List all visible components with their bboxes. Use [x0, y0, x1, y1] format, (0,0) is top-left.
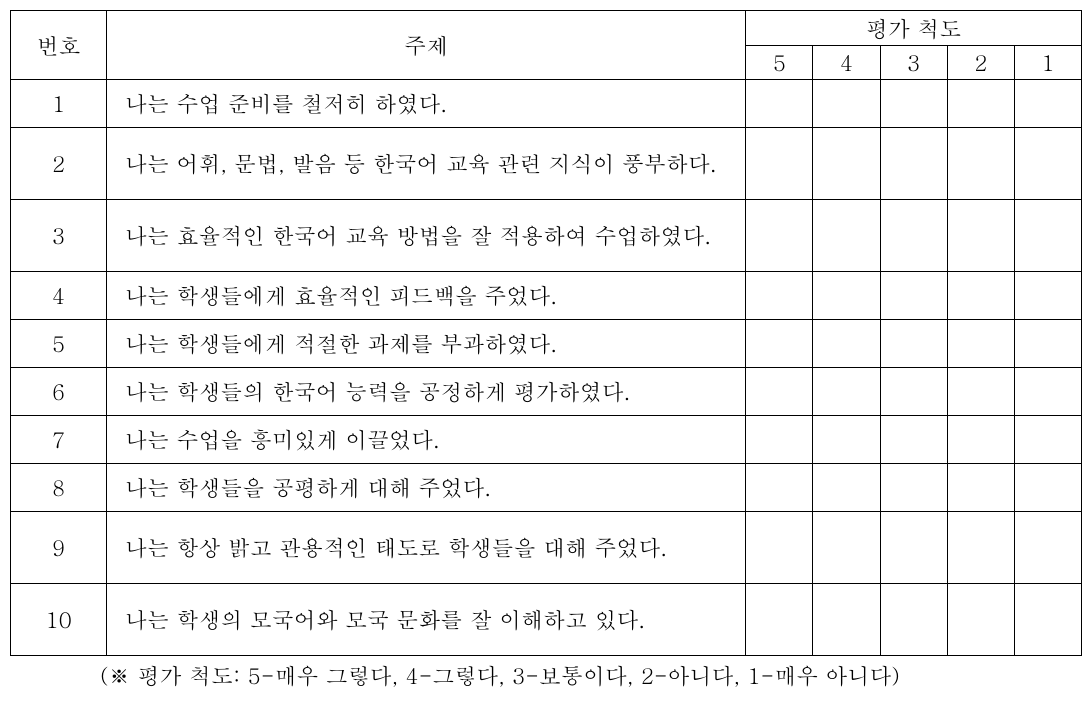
scale-cell[interactable]	[880, 320, 947, 368]
scale-cell[interactable]	[746, 128, 813, 200]
table-row: 3나는 효율적인 한국어 교육 방법을 잘 적용하여 수업하였다.	[11, 200, 1082, 272]
scale-cell[interactable]	[880, 512, 947, 584]
header-scale-4: 4	[813, 46, 880, 80]
row-topic: 나는 학생들에게 적절한 과제를 부과하였다.	[107, 320, 746, 368]
row-topic: 나는 학생들을 공평하게 대해 주었다.	[107, 464, 746, 512]
scale-cell[interactable]	[746, 512, 813, 584]
scale-cell[interactable]	[1014, 80, 1081, 128]
scale-cell[interactable]	[746, 320, 813, 368]
table-row: 6나는 학생들의 한국어 능력을 공정하게 평가하였다.	[11, 368, 1082, 416]
table-row: 1나는 수업 준비를 철저히 하였다.	[11, 80, 1082, 128]
scale-cell[interactable]	[947, 272, 1014, 320]
scale-cell[interactable]	[813, 200, 880, 272]
scale-cell[interactable]	[1014, 584, 1081, 656]
header-scale-group: 평가 척도	[746, 11, 1082, 46]
scale-cell[interactable]	[880, 200, 947, 272]
scale-cell[interactable]	[746, 272, 813, 320]
row-number: 4	[11, 272, 107, 320]
scale-cell[interactable]	[1014, 368, 1081, 416]
scale-cell[interactable]	[947, 320, 1014, 368]
header-scale-1: 1	[1014, 46, 1081, 80]
scale-cell[interactable]	[880, 464, 947, 512]
scale-cell[interactable]	[947, 512, 1014, 584]
header-number: 번호	[11, 11, 107, 80]
scale-cell[interactable]	[813, 80, 880, 128]
row-number: 1	[11, 80, 107, 128]
scale-cell[interactable]	[880, 128, 947, 200]
scale-cell[interactable]	[947, 80, 1014, 128]
scale-cell[interactable]	[947, 584, 1014, 656]
scale-cell[interactable]	[746, 200, 813, 272]
table-row: 4나는 학생들에게 효율적인 피드백을 주었다.	[11, 272, 1082, 320]
header-scale-2: 2	[947, 46, 1014, 80]
table-row: 7나는 수업을 흥미있게 이끌었다.	[11, 416, 1082, 464]
scale-cell[interactable]	[746, 584, 813, 656]
evaluation-table: 번호 주제 평가 척도 5 4 3 2 1 1나는 수업 준비를 철저히 하였다…	[10, 10, 1082, 656]
scale-cell[interactable]	[947, 464, 1014, 512]
scale-cell[interactable]	[813, 464, 880, 512]
row-topic: 나는 효율적인 한국어 교육 방법을 잘 적용하여 수업하였다.	[107, 200, 746, 272]
scale-cell[interactable]	[813, 584, 880, 656]
scale-cell[interactable]	[813, 128, 880, 200]
scale-cell[interactable]	[1014, 416, 1081, 464]
scale-cell[interactable]	[880, 584, 947, 656]
scale-cell[interactable]	[880, 272, 947, 320]
table-row: 2나는 어휘, 문법, 발음 등 한국어 교육 관련 지식이 풍부하다.	[11, 128, 1082, 200]
row-topic: 나는 어휘, 문법, 발음 등 한국어 교육 관련 지식이 풍부하다.	[107, 128, 746, 200]
row-number: 8	[11, 464, 107, 512]
scale-cell[interactable]	[947, 368, 1014, 416]
scale-cell[interactable]	[746, 80, 813, 128]
row-topic: 나는 학생들에게 효율적인 피드백을 주었다.	[107, 272, 746, 320]
scale-cell[interactable]	[947, 128, 1014, 200]
row-number: 5	[11, 320, 107, 368]
scale-cell[interactable]	[746, 416, 813, 464]
scale-cell[interactable]	[813, 320, 880, 368]
row-number: 9	[11, 512, 107, 584]
row-number: 6	[11, 368, 107, 416]
scale-cell[interactable]	[813, 368, 880, 416]
scale-cell[interactable]	[746, 464, 813, 512]
scale-cell[interactable]	[947, 416, 1014, 464]
scale-cell[interactable]	[813, 512, 880, 584]
table-row: 5나는 학생들에게 적절한 과제를 부과하였다.	[11, 320, 1082, 368]
scale-cell[interactable]	[880, 80, 947, 128]
scale-cell[interactable]	[947, 200, 1014, 272]
scale-cell[interactable]	[746, 368, 813, 416]
scale-cell[interactable]	[880, 368, 947, 416]
row-number: 3	[11, 200, 107, 272]
scale-cell[interactable]	[1014, 128, 1081, 200]
row-number: 10	[11, 584, 107, 656]
scale-cell[interactable]	[1014, 512, 1081, 584]
scale-cell[interactable]	[813, 272, 880, 320]
row-topic: 나는 수업을 흥미있게 이끌었다.	[107, 416, 746, 464]
header-scale-5: 5	[746, 46, 813, 80]
footnote: (※ 평가 척도: 5-매우 그렇다, 4-그렇다, 3-보통이다, 2-아니다…	[10, 660, 1082, 691]
row-number: 2	[11, 128, 107, 200]
table-body: 1나는 수업 준비를 철저히 하였다.2나는 어휘, 문법, 발음 등 한국어 …	[11, 80, 1082, 656]
header-topic: 주제	[107, 11, 746, 80]
scale-cell[interactable]	[880, 416, 947, 464]
header-scale-3: 3	[880, 46, 947, 80]
table-row: 9나는 항상 밝고 관용적인 태도로 학생들을 대해 주었다.	[11, 512, 1082, 584]
scale-cell[interactable]	[1014, 320, 1081, 368]
row-topic: 나는 학생의 모국어와 모국 문화를 잘 이해하고 있다.	[107, 584, 746, 656]
row-number: 7	[11, 416, 107, 464]
row-topic: 나는 학생들의 한국어 능력을 공정하게 평가하였다.	[107, 368, 746, 416]
scale-cell[interactable]	[1014, 200, 1081, 272]
row-topic: 나는 수업 준비를 철저히 하였다.	[107, 80, 746, 128]
scale-cell[interactable]	[1014, 464, 1081, 512]
table-row: 8나는 학생들을 공평하게 대해 주었다.	[11, 464, 1082, 512]
row-topic: 나는 항상 밝고 관용적인 태도로 학생들을 대해 주었다.	[107, 512, 746, 584]
scale-cell[interactable]	[1014, 272, 1081, 320]
scale-cell[interactable]	[813, 416, 880, 464]
table-row: 10나는 학생의 모국어와 모국 문화를 잘 이해하고 있다.	[11, 584, 1082, 656]
